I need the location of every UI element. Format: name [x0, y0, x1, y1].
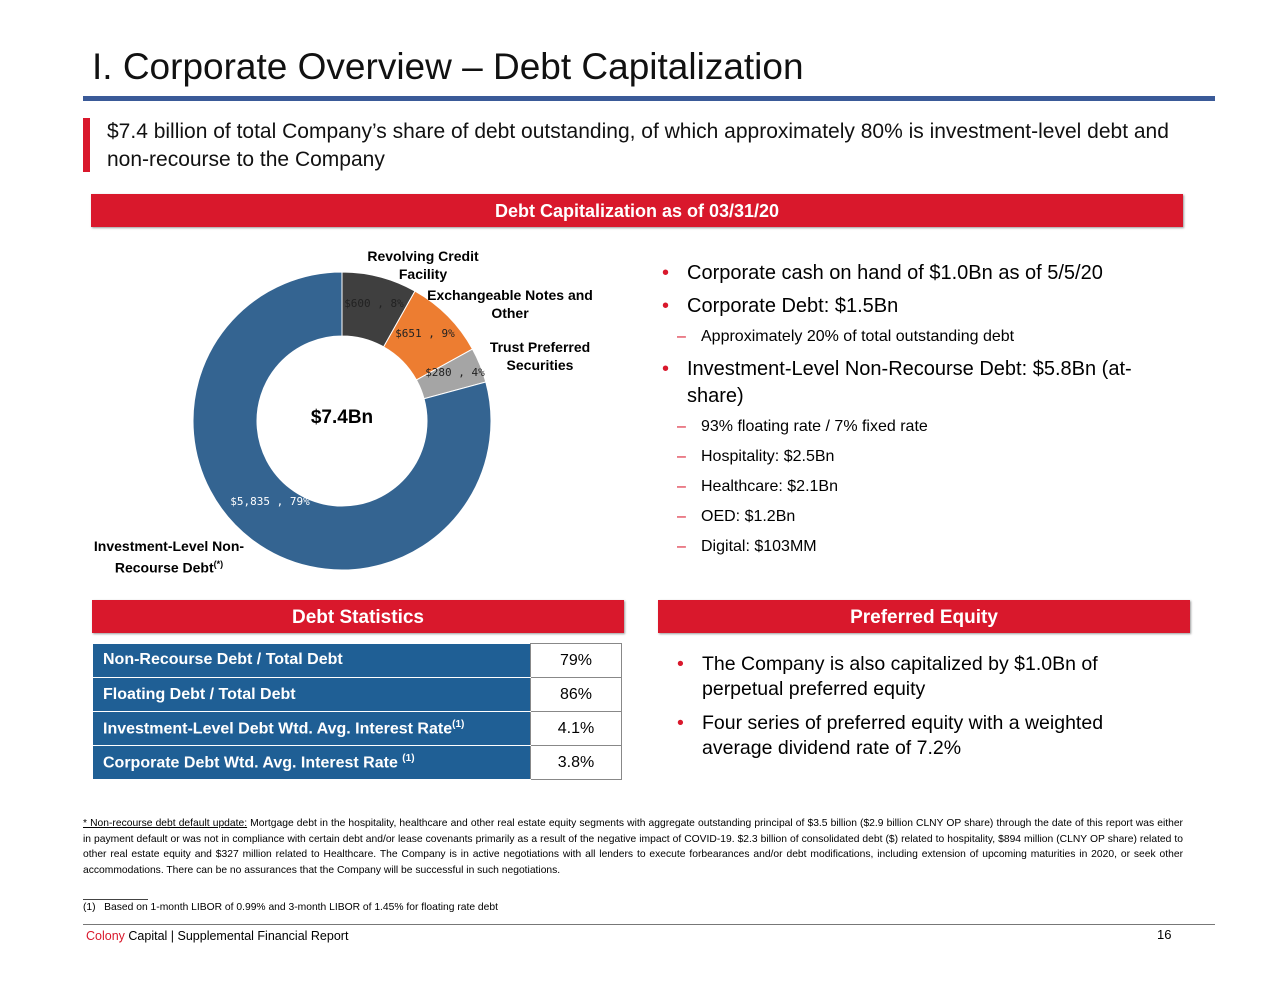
title-rule [83, 96, 1215, 101]
bullet: OED: $1.2Bn [677, 506, 1165, 528]
row-label-text: Investment-Level Debt Wtd. Avg. Interest… [103, 720, 453, 738]
footnote: (1) Based on 1-month LIBOR of 0.99% and … [83, 902, 498, 913]
category-text: Trust Preferred Securities [489, 339, 591, 373]
center-label: $7.4Bn [311, 407, 373, 428]
category-text: Revolving Credit Facility [367, 248, 479, 282]
bullet-list: The Company is also capitalized by $1.0B… [677, 652, 1160, 770]
row-label-text: Non-Recourse Debt / Total Debt [103, 651, 343, 669]
row-label-text: Corporate Debt Wtd. Avg. Interest Rate [103, 754, 403, 772]
row-value: 79% [530, 643, 622, 678]
category-note: (*) [213, 559, 224, 569]
bullet: Corporate Debt: $1.5Bn [662, 293, 1165, 320]
row-note: (1) [402, 752, 415, 764]
value-label: $5,835 , 79% [230, 495, 310, 508]
table-row: Non-Recourse Debt / Total Debt 79% [93, 643, 622, 678]
row-label: Floating Debt / Total Debt [93, 677, 531, 712]
bullet: Hospitality: $2.5Bn [677, 446, 1165, 468]
footer-rule [83, 924, 1215, 925]
bullet: The Company is also capitalized by $1.0B… [677, 652, 1160, 702]
footnote-heading: * Non-recourse debt default update: [83, 818, 248, 829]
category-text: Investment-Level Non-Recourse Debt [93, 538, 245, 576]
donut-chart: $600 , 8% $651 , 9% $280 , 4% $5,835 , 79% $… [192, 271, 492, 571]
bullet: Four series of preferred equity with a w… [677, 711, 1160, 761]
category-label: Investment-Level Non-Recourse Debt(*) [84, 537, 254, 577]
row-label: Investment-Level Debt Wtd. Avg. Interest… [93, 711, 531, 746]
table-row: Corporate Debt Wtd. Avg. Interest Rate (… [93, 745, 622, 780]
table-row: Floating Debt / Total Debt 86% [93, 677, 622, 712]
bullet: Approximately 20% of total outstanding d… [677, 326, 1165, 348]
bullet: Corporate cash on hand of $1.0Bn as of 5… [662, 260, 1165, 287]
section-heading: Debt Capitalization as of 03/31/20 [91, 194, 1183, 227]
row-label-text: Floating Debt / Total Debt [103, 685, 296, 703]
bullet: Digital: $103MM [677, 536, 1165, 558]
brand: Colony [86, 929, 125, 943]
footnote-text: Mortgage debt in the hospitality, health… [83, 818, 1183, 876]
row-value: 86% [530, 677, 622, 712]
category-text: Exchangeable Notes and Other [427, 287, 593, 321]
value-label: $651 , 9% [395, 327, 455, 340]
section-heading: Preferred Equity [658, 600, 1190, 633]
bullet: Healthcare: $2.1Bn [677, 476, 1165, 498]
table-row: Investment-Level Debt Wtd. Avg. Interest… [93, 711, 622, 746]
value-label: $280 , 4% [425, 366, 485, 379]
stats-table: Non-Recourse Debt / Total Debt 79% Floatin… [93, 643, 622, 780]
category-label: Revolving Credit Facility [353, 247, 493, 283]
bullet: Investment-Level Non-Recourse Debt: $5.8… [662, 356, 1165, 410]
row-note: (1) [452, 718, 465, 730]
row-label: Non-Recourse Debt / Total Debt [93, 643, 531, 678]
footnote: * Non-recourse debt default update: Mort… [83, 816, 1183, 878]
category-label: Exchangeable Notes and Other [425, 286, 595, 322]
section-heading: Debt Statistics [92, 600, 624, 633]
subtitle: $7.4 billion of total Company’s share of… [107, 120, 1169, 171]
footnote-rule [83, 899, 148, 900]
page-number: 16 [1157, 927, 1172, 942]
row-value: 3.8% [530, 745, 622, 780]
accent-bar [83, 118, 90, 172]
row-value: 4.1% [530, 711, 622, 746]
row-label: Corporate Debt Wtd. Avg. Interest Rate (… [93, 745, 531, 780]
category-label: Trust Preferred Securities [470, 338, 610, 374]
bullet-list: Corporate cash on hand of $1.0Bn as of 5… [662, 256, 1165, 566]
footer: Colony Capital | Supplemental Financial … [86, 929, 348, 943]
bullet: 93% floating rate / 7% fixed rate [677, 416, 1165, 438]
donut-slice [192, 271, 492, 571]
value-label: $600 , 8% [344, 297, 404, 310]
slide-title: I. Corporate Overview – Debt Capitalizat… [92, 46, 804, 87]
footer-text: Capital | Supplemental Financial Report [124, 929, 349, 943]
